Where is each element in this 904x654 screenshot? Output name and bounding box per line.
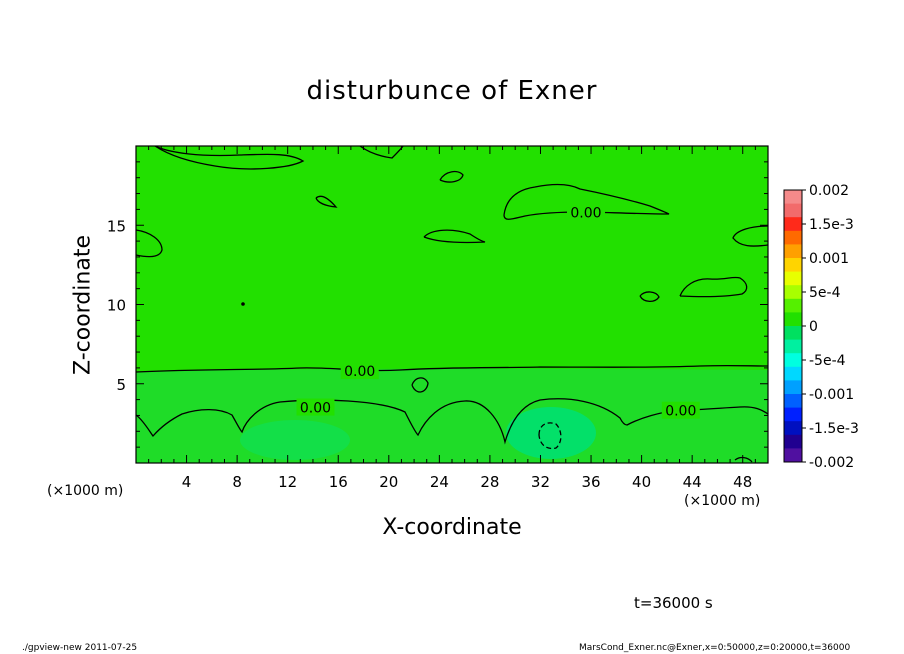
contour-dot (241, 302, 245, 306)
x-tick-label: 48 (733, 473, 752, 491)
colorbar-swatch (784, 434, 802, 449)
contour-blob-d (639, 291, 660, 303)
x-tick-label: 40 (632, 473, 651, 491)
x-tick-label: 8 (232, 473, 242, 491)
colorbar-label: 5e-4 (809, 285, 841, 301)
colorbar-swatch (784, 353, 802, 368)
negative-pocket-shading (506, 407, 596, 459)
contour-left-edge (136, 229, 163, 258)
contour-right-edge (732, 225, 768, 247)
contour-small-positive (411, 377, 429, 393)
contour-label: 0.00 (570, 206, 601, 222)
y-tick-label: 10 (107, 297, 126, 315)
colorbar-swatch (784, 258, 802, 272)
footer-data-source: MarsCond_Exner.nc@Exner,x=0:50000,z=0:20… (579, 643, 851, 653)
x-tick-label: 16 (329, 473, 348, 491)
contour-blob-a (439, 170, 464, 183)
contour-label: 0.00 (665, 404, 696, 420)
colorbar-swatch (784, 366, 802, 381)
colorbar-swatch (784, 421, 802, 436)
x-tick-label: 32 (531, 473, 550, 491)
y-tick-label: 5 (116, 376, 126, 394)
x-axis-label: X-coordinate (382, 515, 522, 540)
x-tick-label: 20 (379, 473, 398, 491)
contour-blob-f (734, 456, 753, 463)
contour-blob-b (315, 195, 338, 208)
colorbar-label: -1.5e-3 (809, 421, 859, 437)
colorbar-swatch (784, 448, 802, 463)
contour-labels: 0.00 0.00 0.00 0.00 (296, 203, 700, 420)
x-tick-label: 28 (480, 473, 499, 491)
contour-label: 0.00 (344, 364, 375, 380)
x-tick-label: 44 (683, 473, 702, 491)
x-axis-unit-right: (×1000 m) (684, 493, 761, 509)
footer-program-date: ./gpview-new 2011-07-25 (22, 643, 138, 653)
contour-top-middle (359, 146, 404, 159)
colorbar-swatch (784, 271, 802, 286)
time-label: t=36000 s (634, 594, 713, 612)
plot-area: 0.000.000.00 0.00 4 8 12 16 20 24 28 32 36 40 44 485… (107, 145, 769, 491)
colorbar: 0.002 1.5e-3 0.001 5e-4 0 -5e-4 -0.001 -1.5e-3 -… (783, 183, 859, 471)
x-tick-label: 4 (182, 473, 192, 491)
colorbar-label: -5e-4 (809, 353, 846, 369)
colorbar-swatch (784, 203, 802, 218)
colorbar-swatch (784, 326, 802, 340)
colorbar-swatch (784, 394, 802, 408)
colorbar-label: -0.002 (809, 455, 854, 471)
x-axis-unit-left: (×1000 m) (47, 483, 124, 499)
contour-zero-band-bottom (136, 398, 768, 445)
contour-label-bg (296, 398, 335, 416)
contour-lines (136, 146, 768, 463)
colorbar-label: 0.001 (809, 251, 849, 267)
shaded-regions (136, 368, 768, 463)
colorbar-swatch (784, 244, 802, 259)
x-tick-label: 36 (581, 473, 600, 491)
colorbar-swatch (784, 339, 802, 354)
colorbar-swatch (784, 312, 802, 327)
negative-pocket-shading-2 (240, 420, 350, 460)
colorbar-swatch (784, 230, 802, 245)
colorbar-swatch (784, 380, 802, 395)
colorbar-swatch (784, 407, 802, 422)
contour-zero-upper-right (503, 183, 670, 220)
contour-label-bg (566, 203, 605, 221)
chart-title: disturbunce of Exner (306, 76, 598, 106)
colorbar-label: 0.002 (809, 183, 849, 199)
colorbar-swatch (784, 217, 802, 232)
y-tick-label: 15 (107, 217, 126, 235)
contour-negative-dashed (538, 422, 562, 450)
contour-zero-band-top (136, 364, 768, 373)
contour-blob-e (679, 276, 748, 298)
x-tick-label: 12 (278, 473, 297, 491)
contour-blob-c (423, 229, 486, 244)
contour-label-bg (661, 401, 700, 419)
contour-top-left (154, 146, 305, 170)
colorbar-label: 0 (809, 319, 818, 335)
colorbar-label: 1.5e-3 (809, 217, 854, 233)
colorbar-swatch (784, 190, 802, 204)
contour-label: 0.00 (300, 401, 331, 417)
contour-label-bg (340, 362, 379, 380)
colorbar-swatch (784, 298, 802, 313)
x-tick-label: 24 (430, 473, 449, 491)
colorbar-label: -0.001 (809, 387, 854, 403)
colorbar-swatch (784, 285, 802, 300)
